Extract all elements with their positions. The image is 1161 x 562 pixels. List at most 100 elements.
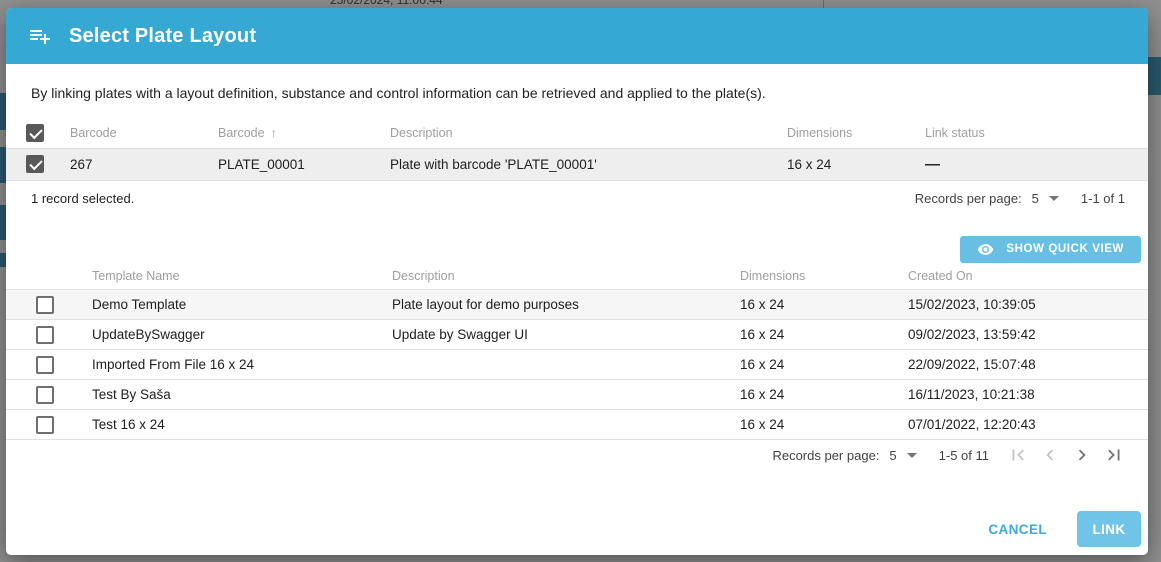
last-page-button[interactable]	[1103, 444, 1125, 466]
cell-created-on: 15/02/2023, 10:39:05	[888, 289, 1148, 320]
column-header-dimensions[interactable]: Dimensions	[720, 262, 888, 290]
dimmed-background-strip: 25/02/2024, 11:00:44	[0, 0, 1161, 8]
page-range-text: 1-5 of 11	[938, 447, 989, 463]
page-size-select[interactable]: 5	[889, 447, 917, 463]
link-button[interactable]: LINK	[1077, 511, 1141, 547]
background-text-fragment: 25/02/2024, 11:00:44	[330, 0, 443, 7]
row-checkbox[interactable]	[36, 355, 54, 374]
chevron-left-icon	[1046, 449, 1054, 461]
column-header-barcode-id[interactable]: Barcode	[50, 118, 198, 149]
caret-down-icon	[906, 452, 917, 458]
cell-dimensions: 16 x 24	[720, 289, 888, 320]
row-checkbox[interactable]	[36, 295, 54, 314]
cell-dimensions: 16 x 24	[720, 379, 888, 410]
templates-pagination-bar: Records per page: 5 1-5 of 11	[6, 440, 1148, 470]
row-select-cell	[6, 319, 72, 350]
row-select-cell	[6, 349, 72, 380]
show-quick-view-button[interactable]: SHOW QUICK VIEW	[960, 235, 1141, 263]
column-header-description[interactable]: Description	[372, 262, 720, 290]
cell-dimensions: 16 x 24	[720, 349, 888, 380]
pager-controls	[1007, 444, 1125, 466]
plates-table: Barcode Barcode ↑ Description Dimensions …	[6, 118, 1148, 181]
column-header-description[interactable]: Description	[370, 118, 767, 149]
table-row[interactable]: Test By Saša 16 x 24 16/11/2023, 10:21:3…	[6, 379, 1148, 410]
table-row[interactable]: UpdateBySwagger Update by Swagger UI 16 …	[6, 319, 1148, 350]
column-header-template-name[interactable]: Template Name	[72, 262, 372, 290]
plates-table-footer: 1 record selected. Records per page: 5 1…	[6, 181, 1148, 217]
column-header-created-on[interactable]: Created On	[888, 262, 1148, 290]
plates-table-header-row: Barcode Barcode ↑ Description Dimensions …	[6, 118, 1148, 149]
row-select-cell	[6, 379, 72, 410]
column-header-link-status[interactable]: Link status	[905, 118, 1148, 149]
cell-description: Update by Swagger UI	[372, 319, 720, 350]
select-column-header	[6, 262, 72, 290]
templates-pagination: Records per page: 5 1-5 of 11	[772, 444, 1125, 466]
cell-description	[372, 349, 720, 380]
row-checkbox[interactable]	[36, 325, 54, 344]
dialog-header: Select Plate Layout	[6, 8, 1148, 64]
column-header-barcode-label: Barcode	[218, 125, 265, 140]
cell-dimensions: 16 x 24	[720, 409, 888, 440]
cell-description	[372, 379, 720, 410]
cell-description: Plate layout for demo purposes	[372, 289, 720, 320]
select-all-cell	[6, 118, 50, 149]
row-select-cell	[6, 289, 72, 320]
background-element	[0, 253, 6, 267]
page-size-select[interactable]: 5	[1032, 191, 1059, 206]
column-header-barcode[interactable]: Barcode ↑	[198, 118, 370, 149]
cell-dimensions: 16 x 24	[720, 319, 888, 350]
column-header-dimensions[interactable]: Dimensions	[767, 118, 905, 149]
cell-template-name: Imported From File 16 x 24	[72, 349, 372, 380]
background-divider	[823, 0, 824, 8]
chevron-right-icon	[1078, 449, 1086, 461]
last-page-icon	[1108, 449, 1120, 461]
cell-template-name: UpdateBySwagger	[72, 319, 372, 350]
row-checkbox[interactable]	[26, 155, 44, 173]
playlist-add-icon	[30, 30, 50, 44]
cell-template-name: Test 16 x 24	[72, 409, 372, 440]
dialog-title: Select Plate Layout	[69, 24, 257, 47]
background-element	[0, 147, 6, 183]
row-checkbox[interactable]	[36, 385, 54, 404]
background-element	[0, 205, 6, 240]
table-row[interactable]: Imported From File 16 x 24 16 x 24 22/09…	[6, 349, 1148, 380]
templates-table: Template Name Description Dimensions Cre…	[6, 262, 1148, 440]
records-per-page-label: Records per page:	[914, 191, 1022, 206]
page-size-value: 5	[889, 447, 897, 463]
quick-view-bar: SHOW QUICK VIEW	[6, 235, 1148, 263]
page-range-text: 1-1 of 1	[1080, 191, 1125, 206]
dialog-description: By linking plates with a layout definiti…	[31, 85, 766, 101]
cell-created-on: 16/11/2023, 10:21:38	[888, 379, 1148, 410]
templates-table-header-row: Template Name Description Dimensions Cre…	[6, 262, 1148, 290]
cell-description: Plate with barcode 'PLATE_00001'	[370, 148, 767, 181]
table-row[interactable]: Test 16 x 24 16 x 24 07/01/2022, 12:20:4…	[6, 409, 1148, 440]
selection-count-text: 1 record selected.	[31, 191, 135, 206]
select-plate-layout-dialog: Select Plate Layout By linking plates wi…	[6, 8, 1148, 555]
caret-down-icon	[1048, 196, 1059, 201]
cell-created-on: 09/02/2023, 13:59:42	[888, 319, 1148, 350]
show-quick-view-label: SHOW QUICK VIEW	[1006, 243, 1124, 255]
previous-page-button[interactable]	[1039, 444, 1061, 466]
row-checkbox[interactable]	[36, 415, 54, 434]
page-size-value: 5	[1031, 191, 1039, 206]
table-row[interactable]: Demo Template Plate layout for demo purp…	[6, 289, 1148, 320]
row-select-cell	[6, 409, 72, 440]
cell-link-status: —	[905, 148, 1148, 181]
cell-created-on: 22/09/2022, 15:07:48	[888, 349, 1148, 380]
cell-template-name: Test By Saša	[72, 379, 372, 410]
cell-dimensions: 16 x 24	[767, 148, 905, 181]
table-row[interactable]: 267 PLATE_00001 Plate with barcode 'PLAT…	[6, 148, 1148, 181]
cancel-button[interactable]: CANCEL	[978, 511, 1057, 547]
cell-created-on: 07/01/2022, 12:20:43	[888, 409, 1148, 440]
plates-pagination: Records per page: 5 1-1 of 1	[915, 191, 1125, 206]
next-page-button[interactable]	[1071, 444, 1093, 466]
eye-icon	[978, 243, 994, 255]
cell-barcode: PLATE_00001	[198, 148, 370, 181]
background-element	[0, 93, 6, 130]
cell-template-name: Demo Template	[72, 289, 372, 320]
select-all-checkbox[interactable]	[26, 123, 44, 142]
first-page-button[interactable]	[1007, 444, 1029, 466]
row-select-cell	[6, 148, 50, 181]
first-page-icon	[1012, 449, 1024, 461]
background-element	[1148, 57, 1161, 95]
